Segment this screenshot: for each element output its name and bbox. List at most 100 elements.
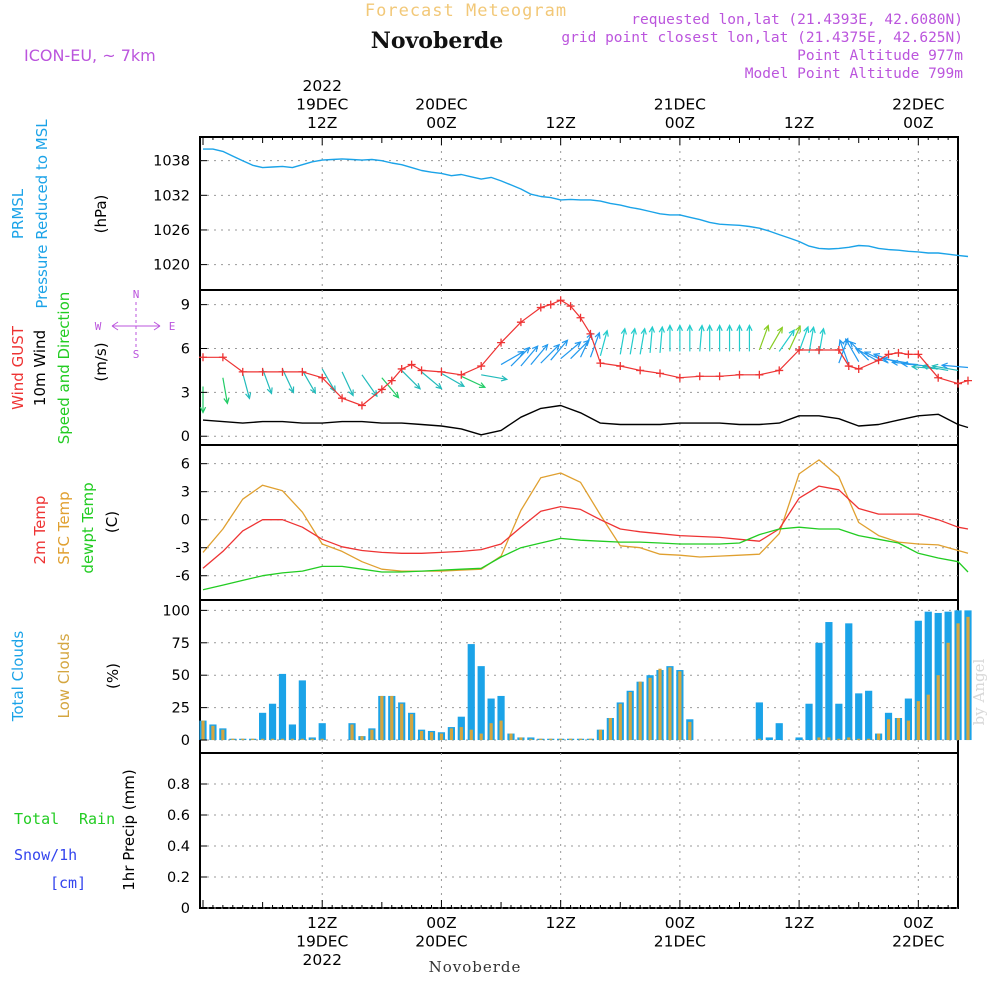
wind-arrow-shaft (798, 326, 809, 352)
y-tick-label: 0.4 (167, 839, 190, 855)
wind-arrow (758, 324, 770, 351)
wind-arrow-head (457, 381, 466, 388)
product-title: Forecast Meteogram (365, 1, 567, 21)
total-cloud-bar (825, 622, 833, 741)
wind-arrow (560, 341, 582, 360)
wind-arrow-head (900, 361, 909, 368)
precip-axis-label: 1hr Precip (mm) (120, 769, 138, 890)
total-cloud-bar (835, 703, 843, 741)
low-cloud-bar (817, 737, 821, 741)
gust-marker (278, 367, 287, 376)
top-time-label: 12Z (307, 114, 337, 132)
wind-arrow (301, 370, 317, 395)
low-cloud-bar (360, 736, 364, 741)
wind-arrow (845, 337, 860, 362)
wind-arrow-shaft (808, 327, 815, 353)
wind-arrow (648, 325, 656, 353)
gust-marker (874, 356, 883, 365)
wind-arrow (768, 326, 783, 351)
gust-marker (854, 364, 863, 373)
gust-marker (596, 359, 605, 368)
wind-arrow-head (288, 386, 295, 394)
gust-marker (199, 353, 207, 362)
wind-panel (199, 289, 959, 446)
y-tick-label: 25 (172, 701, 190, 717)
temperature-panel (199, 444, 959, 601)
wind-arrow-head (763, 324, 770, 332)
pressure-panel (199, 136, 959, 291)
gust-marker (417, 366, 426, 375)
wind-arrow (686, 324, 693, 352)
top-time-label: 00Z (426, 114, 456, 132)
total-cloud-bar (924, 611, 932, 741)
wind-arrow (421, 371, 443, 390)
wind-unit: (m/s) (92, 342, 110, 381)
y-tick-label: 0.8 (167, 777, 190, 793)
temp2m-label: 2m Temp (31, 496, 49, 565)
low-cloud-bar (390, 695, 394, 741)
temp2m-line (202, 485, 969, 569)
wind-arrow-head (594, 331, 601, 339)
low-cloud-bar (936, 675, 940, 741)
wind-arrow (736, 324, 743, 352)
low-cloud-bar (837, 738, 841, 741)
gust-marker (735, 370, 744, 379)
clouds-panel (199, 599, 959, 754)
bottom-time-label: 12Z (307, 914, 337, 932)
wind-arrow-shaft (942, 364, 969, 369)
top-time-label: 20DEC (415, 96, 467, 114)
wind-arrow-head (726, 324, 733, 332)
wind-arrow-head (838, 338, 845, 347)
compass-north: N (133, 288, 140, 301)
bottom-time-label: 12Z (784, 914, 814, 932)
low-cloud-bar (827, 737, 831, 741)
wind-arrow (698, 324, 705, 352)
wind-arrow-shaft (699, 325, 703, 352)
wind-arrow-head (795, 325, 801, 333)
low-cloud-bar (648, 677, 652, 741)
compass-rose: N W E S (95, 288, 176, 361)
low-cloud-bar (926, 694, 930, 741)
total-cloud-bar (795, 737, 803, 741)
wind-arrow-head (531, 345, 539, 353)
low-cloud-bar (857, 738, 861, 741)
low-cloud-bar (290, 738, 295, 741)
wind-arrow (540, 343, 561, 364)
wind-arrow-head (500, 375, 509, 382)
wind-arrow-head (620, 327, 627, 335)
wind-arrow-shaft (222, 377, 228, 404)
gust-marker (656, 369, 665, 378)
precip-legend-rain: Rain (79, 810, 115, 828)
gust-marker (755, 370, 764, 379)
gust-marker (814, 345, 823, 354)
point-altitude: Point Altitude 977m (797, 48, 963, 64)
wind-arrow-head (854, 347, 863, 354)
total-cloud-bar (298, 680, 306, 741)
low-cloud-bar (489, 723, 493, 741)
wind-arrow-shaft (599, 330, 608, 356)
gust-marker (884, 350, 893, 359)
low-cloud-bar (499, 720, 503, 741)
wind-arrow (629, 327, 637, 355)
bottom-time-label: 00Z (903, 914, 933, 932)
wind-arrow-head (561, 339, 569, 347)
gust-marker (457, 370, 466, 379)
gust-marker (377, 385, 386, 394)
low-cloud-bar (876, 733, 881, 741)
low-cloud-bar (380, 695, 384, 741)
gust-marker (357, 401, 366, 410)
gust-marker (546, 300, 555, 309)
wind-arrow (381, 377, 400, 399)
precip-legend-snow: Snow/1h (14, 846, 77, 864)
wind-arrow-head (803, 325, 810, 334)
low-cloud-bar (261, 738, 265, 741)
wind-arrow-shaft (341, 371, 354, 396)
wind-arrow-shaft (421, 371, 442, 390)
total-cloud-bar (845, 623, 853, 741)
gust-marker (407, 360, 416, 369)
pressure-label-2: Pressure Reduced to MSL (33, 119, 51, 309)
wind-arrow-shaft (768, 327, 783, 351)
total-cloud-bar (755, 702, 763, 741)
gust-label: Wind GUST (9, 325, 27, 410)
low-cloud-bar (867, 738, 871, 741)
